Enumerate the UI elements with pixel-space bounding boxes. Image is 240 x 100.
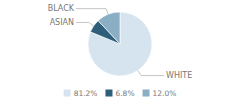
legend-label: 12.0% <box>153 89 177 98</box>
slice-label: BLACK <box>48 4 75 13</box>
slice-label: ASIAN <box>50 18 74 27</box>
legend-item: 12.0% <box>143 89 177 98</box>
legend-swatch <box>143 90 150 97</box>
legend-swatch <box>64 90 71 97</box>
legend-label: 6.8% <box>115 89 134 98</box>
leader-line <box>138 71 164 76</box>
pie-slice <box>88 12 152 76</box>
slice-label: WHITE <box>166 71 192 80</box>
slice-labels: WHITE ASIAN BLACK <box>48 4 193 80</box>
legend-item: 81.2% <box>64 89 98 98</box>
legend: 81.2% 6.8% 12.0% <box>64 89 177 98</box>
pie-slice <box>98 12 120 44</box>
legend-swatch <box>105 90 112 97</box>
leader-line <box>76 9 108 15</box>
pie <box>88 12 152 76</box>
legend-label: 81.2% <box>74 89 98 98</box>
leader-line <box>76 22 94 25</box>
legend-item: 6.8% <box>105 89 134 98</box>
chart: WHITE ASIAN BLACK 81.2% 6.8% 12.0% <box>0 0 240 100</box>
